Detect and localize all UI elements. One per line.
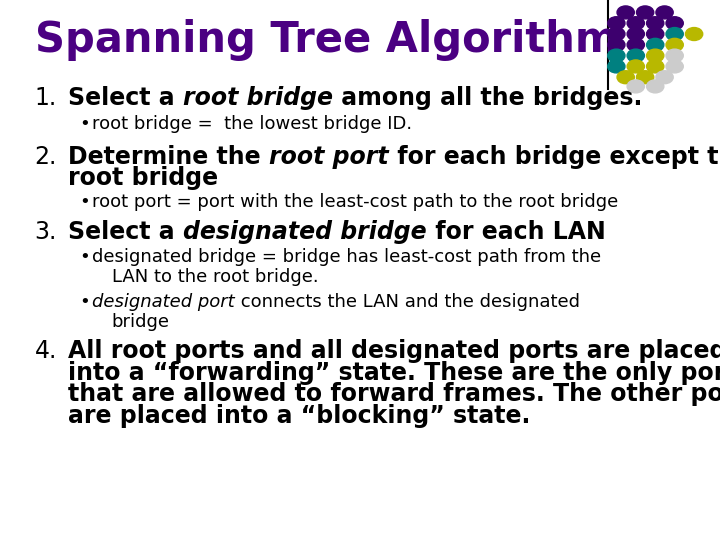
Circle shape <box>627 38 644 51</box>
Text: Select a: Select a <box>68 86 184 110</box>
Circle shape <box>636 6 654 19</box>
Circle shape <box>627 60 644 73</box>
Circle shape <box>627 28 644 40</box>
Circle shape <box>608 28 625 40</box>
Circle shape <box>647 17 664 30</box>
Text: 2.: 2. <box>35 145 57 168</box>
Text: •: • <box>79 248 90 266</box>
Circle shape <box>666 17 683 30</box>
Text: Determine the: Determine the <box>68 145 269 168</box>
Circle shape <box>627 17 644 30</box>
Text: 4.: 4. <box>35 339 57 363</box>
Circle shape <box>617 71 634 84</box>
Circle shape <box>647 60 664 73</box>
Circle shape <box>666 28 683 40</box>
Text: 1.: 1. <box>35 86 57 110</box>
Circle shape <box>627 80 644 93</box>
Circle shape <box>647 38 664 51</box>
Circle shape <box>656 71 673 84</box>
Text: Spanning Tree Algorithm: Spanning Tree Algorithm <box>35 19 618 61</box>
Text: designated port: designated port <box>92 293 235 310</box>
Text: connects the LAN and the designated: connects the LAN and the designated <box>235 293 580 310</box>
Circle shape <box>666 49 683 62</box>
Text: •: • <box>79 193 90 211</box>
Text: that are allowed to forward frames. The other ports: that are allowed to forward frames. The … <box>68 382 720 406</box>
Text: designated bridge = bridge has least-cost path from the: designated bridge = bridge has least-cos… <box>92 248 601 266</box>
Text: root bridge =  the lowest bridge ID.: root bridge = the lowest bridge ID. <box>92 115 413 133</box>
Circle shape <box>656 6 673 19</box>
Circle shape <box>608 17 625 30</box>
Circle shape <box>685 28 703 40</box>
Circle shape <box>666 60 683 73</box>
Text: root bridge: root bridge <box>68 166 219 190</box>
Text: All root ports and all designated ports are placed: All root ports and all designated ports … <box>68 339 720 363</box>
Text: Select a: Select a <box>68 220 184 244</box>
Text: are placed into a “blocking” state.: are placed into a “blocking” state. <box>68 404 531 428</box>
Text: bridge: bridge <box>112 313 170 330</box>
Text: root port = port with the least-cost path to the root bridge: root port = port with the least-cost pat… <box>92 193 618 211</box>
Text: LAN to the root bridge.: LAN to the root bridge. <box>112 268 318 286</box>
Text: •: • <box>79 115 90 133</box>
Circle shape <box>608 38 625 51</box>
Text: root bridge: root bridge <box>184 86 333 110</box>
Circle shape <box>647 28 664 40</box>
Circle shape <box>647 49 664 62</box>
Text: among all the bridges.: among all the bridges. <box>333 86 643 110</box>
Circle shape <box>666 38 683 51</box>
Text: for each LAN: for each LAN <box>427 220 606 244</box>
Circle shape <box>617 6 634 19</box>
Circle shape <box>627 49 644 62</box>
Text: root port: root port <box>269 145 389 168</box>
Text: designated bridge: designated bridge <box>184 220 427 244</box>
Text: into a “forwarding” state. These are the only ports: into a “forwarding” state. These are the… <box>68 361 720 384</box>
Circle shape <box>647 80 664 93</box>
Circle shape <box>608 60 625 73</box>
Text: •: • <box>79 293 90 310</box>
Text: 3.: 3. <box>35 220 57 244</box>
Text: for each bridge except the: for each bridge except the <box>389 145 720 168</box>
Circle shape <box>636 71 654 84</box>
Circle shape <box>608 49 625 62</box>
